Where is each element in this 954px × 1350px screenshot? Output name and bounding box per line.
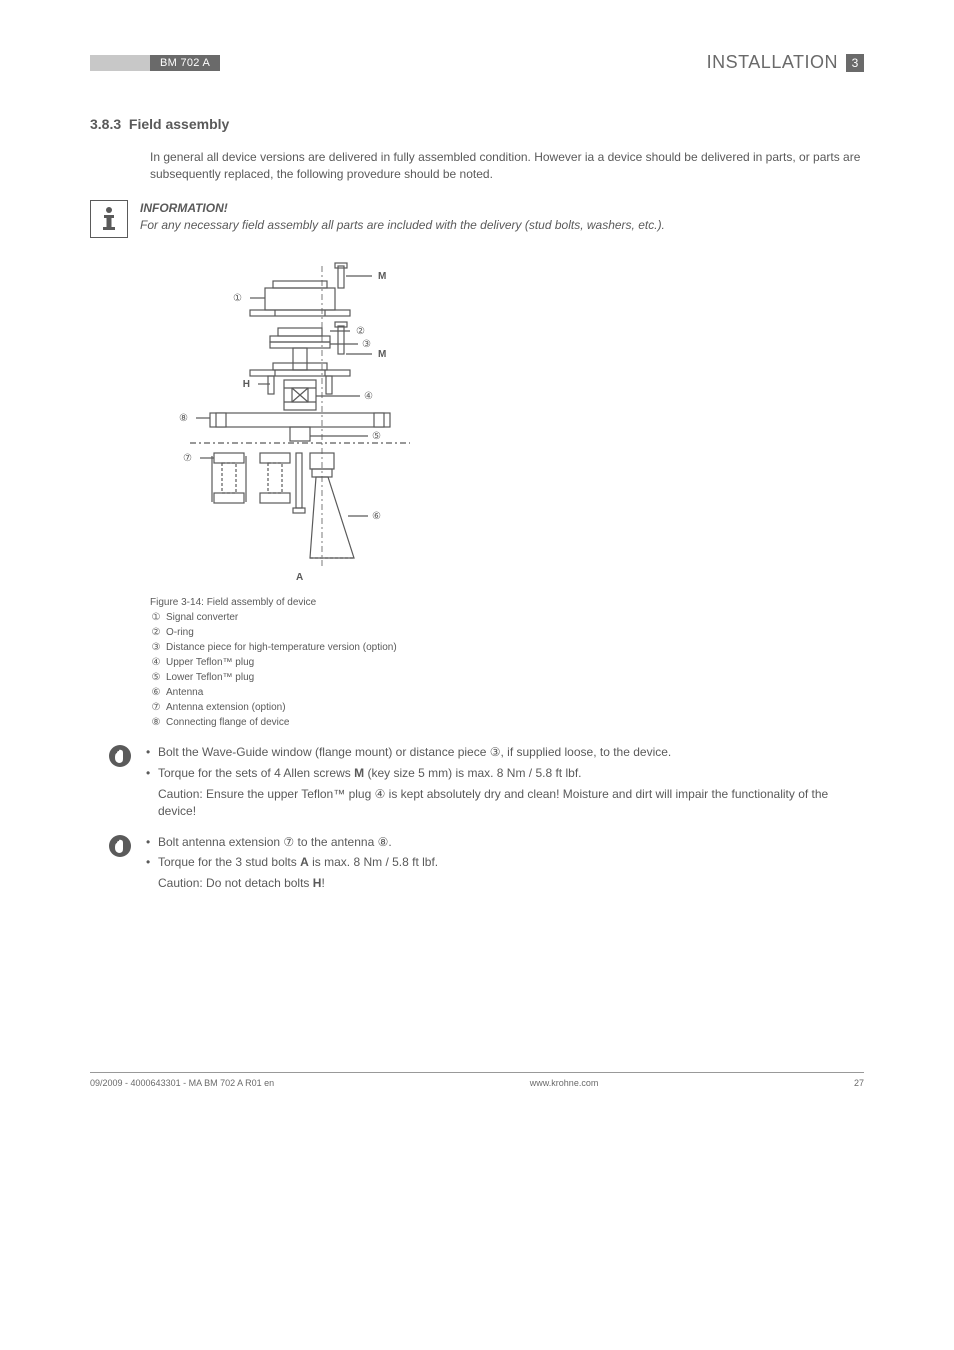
section-heading: 3.8.3 Field assembly bbox=[90, 115, 864, 135]
header-gray-bar bbox=[90, 55, 150, 71]
footer-center: www.krohne.com bbox=[530, 1077, 599, 1090]
fig-label-4: ④ bbox=[364, 391, 373, 402]
legend-item-8: Connecting flange of device bbox=[166, 717, 289, 728]
fig-label-H: H bbox=[243, 379, 250, 390]
fig-label-7: ⑦ bbox=[183, 453, 192, 464]
section-title: Field assembly bbox=[129, 116, 229, 132]
header-model: BM 702 A bbox=[150, 55, 220, 71]
intro-paragraph: In general all device versions are deliv… bbox=[150, 149, 864, 183]
step2-caution: Caution: Do not detach bolts H! bbox=[146, 875, 864, 892]
fig-label-6: ⑥ bbox=[372, 511, 381, 522]
legend-num-6: ⑥ bbox=[150, 686, 162, 700]
step2-bullet-1: Bolt antenna extension ⑦ to the antenna … bbox=[146, 834, 864, 851]
figure-assembly: ① ② ③ ④ ⑤ ⑥ ⑦ ⑧ M M H A bbox=[150, 258, 864, 588]
step1-bullet-1: Bolt the Wave-Guide window (flange mount… bbox=[146, 744, 864, 761]
fig-label-1: ① bbox=[233, 293, 242, 304]
legend-num-2: ② bbox=[150, 626, 162, 640]
step-2: Bolt antenna extension ⑦ to the antenna … bbox=[90, 834, 864, 892]
legend-num-1: ① bbox=[150, 611, 162, 625]
page-header: BM 702 A INSTALLATION 3 bbox=[90, 50, 864, 75]
footer-left: 09/2009 - 4000643301 - MA BM 702 A R01 e… bbox=[90, 1077, 274, 1090]
fig-label-8: ⑧ bbox=[179, 413, 188, 424]
legend-num-4: ④ bbox=[150, 656, 162, 670]
step1-bullet-2: Torque for the sets of 4 Allen screws M … bbox=[146, 765, 864, 782]
page-footer: 09/2009 - 4000643301 - MA BM 702 A R01 e… bbox=[90, 1072, 864, 1090]
legend-item-4: Upper Teflon™ plug bbox=[166, 657, 254, 668]
legend-item-2: O-ring bbox=[166, 627, 194, 638]
legend-num-3: ③ bbox=[150, 641, 162, 655]
step2-bullet-2: Torque for the 3 stud bolts A is max. 8 … bbox=[146, 854, 864, 871]
fig-label-2: ② bbox=[356, 326, 365, 337]
hand-icon bbox=[108, 834, 132, 858]
info-body: For any necessary field assembly all par… bbox=[140, 217, 665, 234]
fig-label-3: ③ bbox=[362, 339, 371, 350]
info-heading: INFORMATION! bbox=[140, 200, 665, 217]
header-section-number: 3 bbox=[846, 54, 864, 72]
info-icon bbox=[90, 200, 128, 238]
legend-item-6: Antenna bbox=[166, 687, 203, 698]
fig-label-M1: M bbox=[378, 271, 386, 282]
legend-item-7: Antenna extension (option) bbox=[166, 702, 286, 713]
step-1: Bolt the Wave-Guide window (flange mount… bbox=[90, 744, 864, 819]
step1-caution: Caution: Ensure the upper Teflon™ plug ④… bbox=[146, 786, 864, 820]
legend-item-5: Lower Teflon™ plug bbox=[166, 672, 254, 683]
fig-label-M2: M bbox=[378, 349, 386, 360]
figure-caption: Figure 3-14: Field assembly of device bbox=[150, 596, 864, 610]
section-number: 3.8.3 bbox=[90, 116, 121, 132]
legend-num-7: ⑦ bbox=[150, 701, 162, 715]
figure-legend: ① Signal converter ② O-ring ③ Distance piec… bbox=[150, 611, 864, 730]
footer-right: 27 bbox=[854, 1077, 864, 1090]
legend-item-3: Distance piece for high-temperature vers… bbox=[166, 642, 397, 653]
information-callout: INFORMATION! For any necessary field ass… bbox=[90, 200, 864, 238]
header-section-title: INSTALLATION bbox=[707, 50, 838, 75]
legend-num-8: ⑧ bbox=[150, 716, 162, 730]
hand-icon bbox=[108, 744, 132, 768]
legend-item-1: Signal converter bbox=[166, 612, 238, 623]
fig-label-A: A bbox=[296, 572, 303, 583]
fig-label-5: ⑤ bbox=[372, 431, 381, 442]
legend-num-5: ⑤ bbox=[150, 671, 162, 685]
